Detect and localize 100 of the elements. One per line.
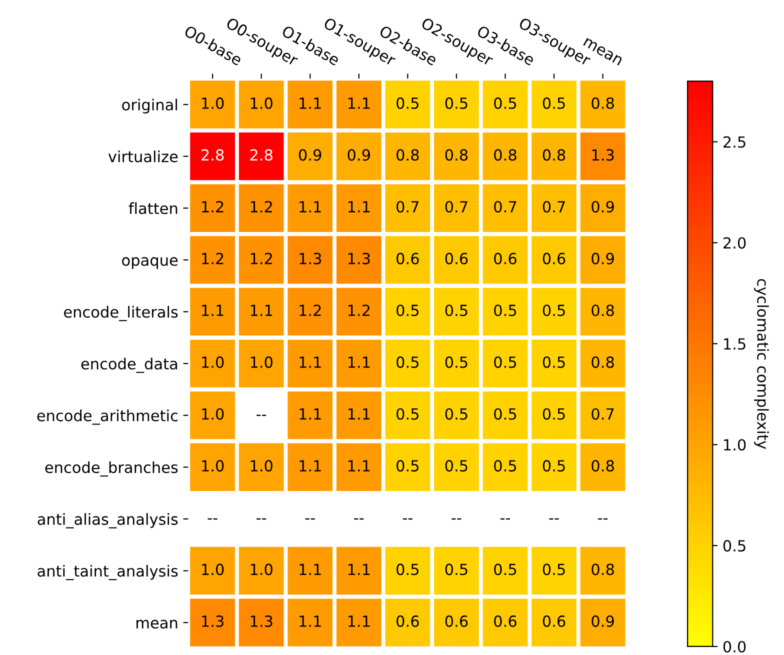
text: -- [549, 518, 559, 520]
data-label: 1.0 [202, 408, 224, 420]
data-label: 1.1 [300, 408, 321, 420]
data-label: 1.1 [348, 201, 370, 212]
text: -- [598, 518, 608, 520]
data-label: 0.6 [396, 615, 419, 627]
data-label: 0.9 [592, 200, 614, 213]
data-label: 1.0 [250, 356, 272, 368]
color-bar-label: 1.5 [724, 338, 746, 350]
data-label: 1.3 [300, 252, 322, 264]
data-label: 1.1 [348, 408, 370, 420]
data-label: 1.1 [348, 98, 370, 109]
data-label: 0.5 [494, 304, 516, 316]
data-label: 0.5 [494, 97, 516, 109]
data-label: 0.6 [542, 252, 566, 264]
data-label: 1.1 [348, 460, 370, 472]
y-tick-label: anti_taint_analysis [38, 564, 178, 580]
data-label: 1.0 [202, 97, 224, 109]
data-label: 1.3 [250, 615, 272, 627]
data-label: 0.5 [494, 460, 516, 472]
data-label: 0.8 [445, 149, 468, 161]
data-label: 0.5 [542, 356, 565, 368]
data-label: 1.3 [348, 252, 370, 264]
data-label: 1.2 [202, 252, 224, 264]
data-label: 1.1 [300, 460, 321, 472]
data-label: 0.5 [542, 564, 565, 576]
data-label: 0.5 [396, 460, 418, 472]
data-label: 0.6 [494, 252, 516, 264]
data-label: 1.1 [250, 304, 272, 316]
data-label: 0.5 [445, 408, 468, 420]
data-label: 1.2 [250, 200, 272, 212]
data-label: 1.0 [202, 460, 224, 472]
text: -- [256, 518, 266, 520]
data-label: 0.8 [592, 460, 614, 472]
data-label: 0.5 [445, 564, 468, 576]
data-label: 0.6 [396, 252, 419, 264]
data-label: 0.5 [396, 97, 418, 109]
text: -- [452, 518, 462, 520]
data-label: 0.8 [592, 97, 614, 109]
data-label: 2.8 [250, 149, 272, 161]
data-label: 0.5 [542, 460, 565, 472]
data-label: 0.6 [445, 252, 468, 264]
data-label: 0.6 [445, 615, 468, 627]
data-label: 0.5 [396, 304, 418, 316]
data-label: 0.5 [445, 97, 468, 109]
data-label: 0.7 [445, 200, 468, 213]
data-label: 0.8 [494, 149, 516, 161]
data-label: 0.7 [494, 200, 516, 213]
data-label: 0.9 [592, 252, 614, 264]
data-label: 0.9 [592, 615, 614, 627]
color-bar-label: 2.5 [724, 136, 746, 148]
color-bar-label: 0.5 [723, 540, 746, 552]
data-label: 1.2 [250, 252, 272, 264]
data-label: 0.5 [494, 564, 516, 576]
y-tick-label: anti_alias_analysis [38, 513, 178, 528]
data-label: 1.0 [202, 564, 224, 576]
y-tick-label: encode_arithmetic [37, 410, 178, 425]
text: -- [354, 518, 364, 520]
data-label: 1.0 [202, 356, 224, 368]
text: -- [402, 518, 412, 520]
data-label: 1.1 [202, 304, 224, 316]
data-label: 1.2 [348, 304, 370, 316]
data-label: 1.1 [348, 356, 370, 368]
data-label: 1.2 [202, 200, 224, 212]
data-label: 0.8 [592, 564, 614, 576]
data-label: 1.1 [300, 201, 321, 212]
data-label: 0.5 [494, 356, 516, 368]
data-label: 0.8 [592, 304, 614, 316]
data-label: 0.7 [396, 200, 419, 213]
y-tick-label: encode_data [81, 358, 178, 373]
data-label: 1.0 [250, 564, 272, 576]
data-label: 1.1 [300, 98, 321, 109]
text: -- [256, 414, 266, 416]
data-label: 0.5 [445, 356, 468, 368]
data-label: 0.5 [445, 460, 468, 472]
data-label: 0.5 [542, 97, 565, 109]
y-tick-label: original [122, 98, 178, 114]
data-label: 0.8 [396, 149, 419, 161]
color-bar-label: 0.0 [723, 640, 746, 653]
y-tick-label: flatten [128, 202, 178, 214]
data-label: 2.8 [202, 149, 224, 161]
data-label: 1.0 [250, 460, 272, 472]
data-label: 1.1 [348, 564, 370, 575]
text: -- [208, 518, 218, 520]
data-label: 0.7 [592, 408, 614, 420]
data-label: 1.1 [348, 616, 370, 627]
y-tick-label: encode_literals [64, 306, 178, 322]
data-label: 0.5 [542, 408, 565, 420]
data-label: 0.9 [348, 149, 370, 161]
data-label: 1.1 [300, 564, 321, 575]
data-label: 0.5 [396, 356, 418, 368]
color-bar-label: 1.0 [724, 439, 746, 451]
data-label: 0.9 [298, 149, 322, 161]
color-bar-title: cyclomatic complexity [754, 279, 769, 449]
y-tick-label: mean [136, 620, 178, 629]
data-label: 0.5 [542, 304, 565, 316]
data-label: 1.2 [300, 304, 321, 316]
data-label: 0.5 [396, 564, 418, 576]
data-label: 0.6 [494, 615, 516, 627]
color-bar-label: 2.0 [724, 237, 746, 249]
